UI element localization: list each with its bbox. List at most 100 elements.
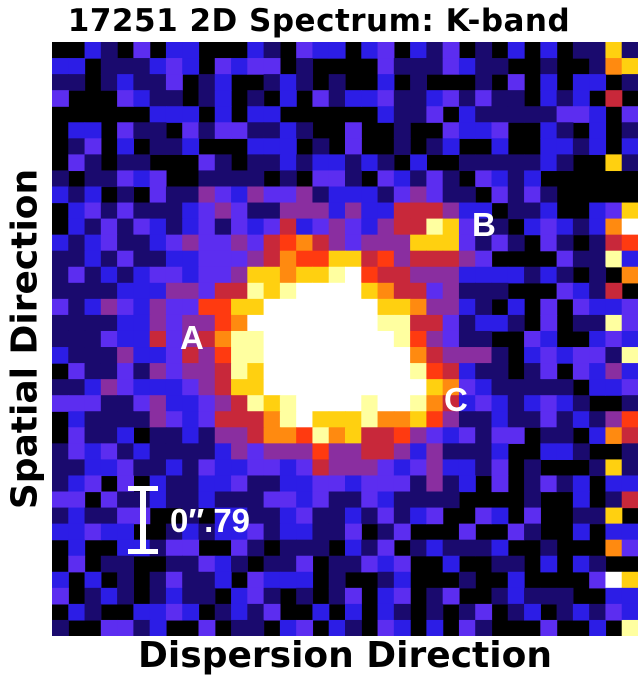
spectrum-pixel bbox=[605, 539, 623, 557]
spectrum-pixel bbox=[475, 363, 493, 380]
spectrum-pixel bbox=[393, 443, 411, 460]
spectrum-pixel bbox=[100, 619, 118, 636]
spectrum-pixel bbox=[556, 603, 574, 621]
spectrum-pixel bbox=[133, 154, 151, 172]
spectrum-pixel bbox=[524, 154, 541, 172]
spectrum-pixel bbox=[524, 603, 541, 621]
spectrum-pixel bbox=[117, 218, 134, 236]
spectrum-pixel bbox=[312, 154, 330, 172]
spectrum-pixel bbox=[556, 475, 574, 493]
spectrum-pixel bbox=[361, 539, 379, 557]
spectrum-pixel bbox=[296, 266, 314, 284]
spectrum-pixel bbox=[296, 42, 314, 59]
spectrum-pixel bbox=[589, 138, 607, 155]
spectrum-pixel bbox=[442, 298, 460, 316]
spectrum-pixel bbox=[377, 443, 395, 460]
spectrum-pixel bbox=[556, 138, 574, 155]
spectrum-pixel bbox=[312, 234, 330, 252]
spectrum-pixel bbox=[247, 475, 265, 493]
spectrum-pixel bbox=[247, 154, 265, 172]
spectrum-pixel bbox=[117, 90, 134, 107]
spectrum-pixel bbox=[182, 379, 200, 396]
spectrum-pixel bbox=[621, 330, 638, 348]
spectrum-pixel bbox=[426, 266, 444, 284]
spectrum-pixel bbox=[296, 202, 314, 220]
spectrum-pixel bbox=[279, 298, 297, 316]
spectrum-pixel bbox=[442, 186, 460, 204]
spectrum-pixel bbox=[605, 218, 623, 236]
spectrum-pixel bbox=[410, 459, 427, 477]
spectrum-pixel bbox=[458, 443, 476, 460]
spectrum-pixel bbox=[328, 587, 346, 605]
spectrum-pixel bbox=[540, 619, 558, 636]
spectrum-pixel bbox=[84, 42, 102, 59]
spectrum-pixel bbox=[247, 347, 265, 364]
spectrum-pixel bbox=[491, 90, 509, 107]
spectrum-pixel bbox=[100, 507, 118, 525]
spectrum-pixel bbox=[491, 411, 509, 428]
spectrum-pixel bbox=[296, 154, 314, 172]
spectrum-pixel bbox=[475, 170, 493, 188]
spectrum-pixel bbox=[475, 90, 493, 107]
spectrum-pixel bbox=[410, 347, 427, 364]
spectrum-pixel bbox=[426, 90, 444, 107]
spectrum-pixel bbox=[361, 250, 379, 268]
spectrum-pixel bbox=[377, 202, 395, 220]
spectrum-pixel bbox=[442, 427, 460, 444]
spectrum-pixel bbox=[361, 266, 379, 284]
spectrum-pixel bbox=[507, 314, 525, 332]
spectrum-pixel bbox=[84, 603, 102, 621]
spectrum-pixel bbox=[68, 298, 86, 316]
spectrum-pixel bbox=[198, 443, 216, 460]
spectrum-pixel bbox=[442, 459, 460, 477]
spectrum-pixel bbox=[312, 186, 330, 204]
spectrum-pixel bbox=[100, 282, 118, 300]
spectrum-pixel bbox=[117, 298, 134, 316]
spectrum-pixel bbox=[458, 539, 476, 557]
spectrum-pixel bbox=[247, 202, 265, 220]
spectrum-pixel bbox=[263, 411, 281, 428]
spectrum-pixel bbox=[328, 186, 346, 204]
spectrum-pixel bbox=[442, 138, 460, 155]
spectrum-pixel bbox=[214, 218, 232, 236]
spectrum-pixel bbox=[279, 170, 297, 188]
spectrum-pixel bbox=[165, 186, 183, 204]
spectrum-pixel bbox=[84, 475, 102, 493]
spectrum-pixel bbox=[263, 379, 281, 396]
spectrum-pixel bbox=[426, 587, 444, 605]
spectrum-pixel bbox=[410, 90, 427, 107]
spectrum-pixel bbox=[214, 314, 232, 332]
spectrum-pixel bbox=[589, 74, 607, 91]
spectrum-pixel bbox=[377, 539, 395, 557]
spectrum-pixel bbox=[231, 234, 248, 252]
spectrum-pixel bbox=[426, 170, 444, 188]
spectrum-pixel bbox=[540, 298, 558, 316]
spectrum-pixel bbox=[442, 234, 460, 252]
spectrum-pixel bbox=[198, 234, 216, 252]
spectrum-pixel bbox=[572, 475, 590, 493]
spectrum-pixel bbox=[540, 587, 558, 605]
spectrum-pixel bbox=[52, 475, 69, 493]
spectrum-pixel bbox=[377, 74, 395, 91]
spectrum-pixel bbox=[540, 330, 558, 348]
spectrum-pixel bbox=[475, 250, 493, 268]
spectrum-pixel bbox=[84, 218, 102, 236]
spectrum-pixel bbox=[52, 587, 69, 605]
spectrum-pixel bbox=[279, 475, 297, 493]
spectrum-pixel bbox=[377, 234, 395, 252]
spectrum-pixel bbox=[507, 603, 525, 621]
spectrum-pixel bbox=[296, 491, 314, 509]
spectrum-pixel bbox=[621, 347, 638, 364]
spectrum-pixel bbox=[475, 202, 493, 220]
spectrum-pixel bbox=[345, 202, 362, 220]
spectrum-pixel bbox=[540, 186, 558, 204]
spectrum-pixel bbox=[491, 314, 509, 332]
spectrum-pixel bbox=[377, 427, 395, 444]
spectrum-pixel bbox=[589, 363, 607, 380]
spectrum-pixel bbox=[182, 491, 200, 509]
spectrum-pixel bbox=[507, 202, 525, 220]
spectrum-pixel bbox=[100, 411, 118, 428]
spectrum-pixel bbox=[100, 459, 118, 477]
spectrum-pixel bbox=[165, 347, 183, 364]
spectrum-pixel bbox=[231, 347, 248, 364]
